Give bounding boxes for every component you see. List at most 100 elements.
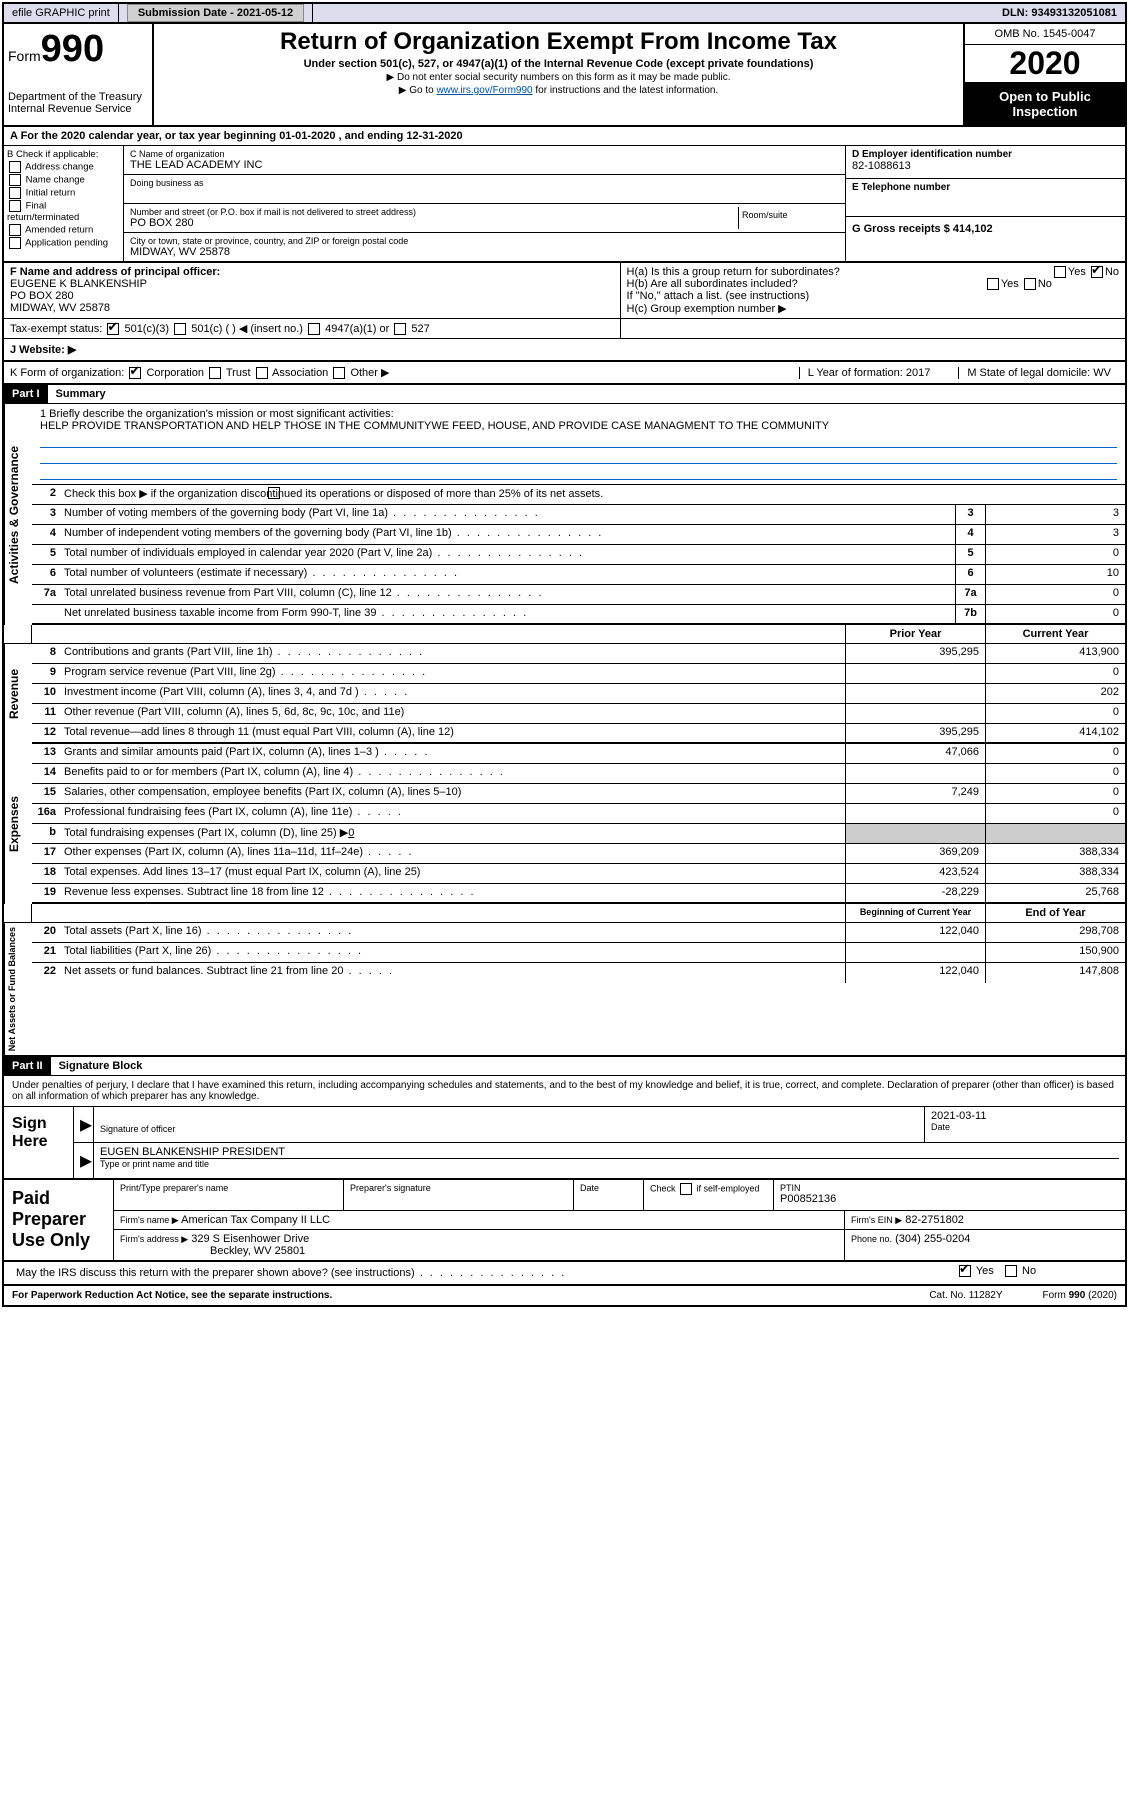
- l2-text: Check this box ▶ if the organization dis…: [64, 488, 603, 500]
- l16ac: 0: [985, 804, 1125, 823]
- omb-number: OMB No. 1545-0047: [965, 24, 1125, 45]
- i-row: Tax-exempt status: 501(c)(3) 501(c) ( ) …: [4, 319, 1125, 339]
- l16a: Professional fundraising fees (Part IX, …: [60, 804, 845, 823]
- l6-text: Total number of volunteers (estimate if …: [60, 565, 955, 584]
- goto-pre: ▶ Go to: [399, 85, 437, 96]
- l17p: 369,209: [845, 844, 985, 863]
- l14p: [845, 764, 985, 783]
- sig-arrow-icon: ▸: [74, 1107, 94, 1142]
- l15c: 0: [985, 784, 1125, 803]
- l7a-val: 0: [985, 585, 1125, 604]
- efile-label: efile GRAPHIC print: [4, 4, 119, 22]
- col-current: Current Year: [985, 625, 1125, 643]
- l8c: 413,900: [985, 644, 1125, 663]
- part2-header: Part II Signature Block: [4, 1057, 1125, 1076]
- l20b: 122,040: [845, 923, 985, 942]
- l13c: 0: [985, 744, 1125, 763]
- ein-lbl: Firm's EIN ▶: [851, 1215, 902, 1225]
- ha-yes[interactable]: [1054, 266, 1066, 278]
- c-name-lbl: C Name of organization: [130, 149, 839, 159]
- chk-trust[interactable]: [209, 367, 221, 379]
- sig-officer-lbl: Signature of officer: [100, 1124, 918, 1134]
- l20e: 298,708: [985, 923, 1125, 942]
- chk-4947[interactable]: [308, 323, 320, 335]
- entity-block: B Check if applicable: Address change Na…: [4, 146, 1125, 263]
- chk-corp[interactable]: [129, 367, 141, 379]
- d-lbl: D Employer identification number: [852, 149, 1119, 160]
- l10p: [845, 684, 985, 703]
- l12p: 395,295: [845, 724, 985, 742]
- expenses-section: Expenses 13Grants and similar amounts pa…: [4, 744, 1125, 904]
- l5-val: 0: [985, 545, 1125, 564]
- irs-label: Internal Revenue Service: [8, 103, 148, 115]
- ha-no[interactable]: [1091, 266, 1103, 278]
- discuss-no[interactable]: [1005, 1265, 1017, 1277]
- l7b-text: Net unrelated business taxable income fr…: [60, 605, 955, 623]
- irs-link[interactable]: www.irs.gov/Form990: [436, 85, 532, 96]
- l11: Other revenue (Part VIII, column (A), li…: [60, 704, 845, 723]
- l17: Other expenses (Part IX, column (A), lin…: [60, 844, 845, 863]
- firm-addr1: 329 S Eisenhower Drive: [191, 1233, 309, 1245]
- l10: Investment income (Part VIII, column (A)…: [60, 684, 845, 703]
- section-f: F Name and address of principal officer:…: [4, 263, 621, 318]
- l-lbl: L Year of formation: 2017: [808, 367, 931, 379]
- e-lbl: E Telephone number: [852, 182, 1119, 193]
- mission-text: HELP PROVIDE TRANSPORTATION AND HELP THO…: [40, 420, 1117, 432]
- signature-block: Under penalties of perjury, I declare th…: [4, 1076, 1125, 1180]
- chk-amended[interactable]: [9, 224, 21, 236]
- chk-self-emp[interactable]: [680, 1183, 692, 1195]
- chk-other[interactable]: [333, 367, 345, 379]
- hb-yes[interactable]: [987, 278, 999, 290]
- submission-date-button[interactable]: Submission Date - 2021-05-12: [127, 4, 304, 22]
- boy-eoy-header: Beginning of Current Year End of Year: [4, 904, 1125, 923]
- l19c: 25,768: [985, 884, 1125, 902]
- chk-501c[interactable]: [174, 323, 186, 335]
- discuss-yes[interactable]: [959, 1265, 971, 1277]
- chk-name[interactable]: [9, 174, 21, 186]
- l3-text: Number of voting members of the governin…: [60, 505, 955, 524]
- col-eoy: End of Year: [985, 904, 1125, 922]
- sig-date-lbl: Date: [931, 1122, 1119, 1132]
- form-990-num: 990: [41, 28, 104, 70]
- chk-assoc[interactable]: [256, 367, 268, 379]
- paid-h2: Preparer's signature: [350, 1183, 567, 1193]
- chk-initial[interactable]: [9, 187, 21, 199]
- goto-note: ▶ Go to www.irs.gov/Form990 for instruct…: [158, 85, 959, 96]
- l16b: Total fundraising expenses (Part IX, col…: [60, 824, 845, 843]
- form-990-page: efile GRAPHIC print Submission Date - 20…: [2, 2, 1127, 1307]
- chk-address[interactable]: [9, 161, 21, 173]
- firm-ein: 82-2751802: [905, 1214, 964, 1226]
- l16ap: [845, 804, 985, 823]
- form-title: Return of Organization Exempt From Incom…: [158, 28, 959, 56]
- chk-501c3[interactable]: [107, 323, 119, 335]
- b-label: B Check if applicable:: [7, 149, 120, 160]
- l6-val: 10: [985, 565, 1125, 584]
- m-val: WV: [1093, 367, 1111, 379]
- l8: Contributions and grants (Part VIII, lin…: [60, 644, 845, 663]
- part1-title: Summary: [48, 385, 114, 403]
- l18p: 423,524: [845, 864, 985, 883]
- sig-arrow-icon2: ▸: [74, 1143, 94, 1178]
- l21b: [845, 943, 985, 962]
- chk-l2[interactable]: [268, 487, 280, 499]
- l19p: -28,229: [845, 884, 985, 902]
- i-lbl: Tax-exempt status:: [10, 323, 102, 335]
- chk-527[interactable]: [394, 323, 406, 335]
- ssn-note: ▶ Do not enter social security numbers o…: [158, 72, 959, 83]
- mission-q: 1 Briefly describe the organization's mi…: [40, 408, 1117, 420]
- paid-preparer-block: Paid Preparer Use Only Print/Type prepar…: [4, 1180, 1125, 1262]
- hc-text: H(c) Group exemption number ▶: [627, 302, 1119, 315]
- sig-name: EUGEN BLANKENSHIP PRESIDENT: [100, 1146, 1119, 1158]
- chk-pending[interactable]: [9, 237, 21, 249]
- chk-final[interactable]: [9, 200, 21, 212]
- l10c: 202: [985, 684, 1125, 703]
- l18c: 388,334: [985, 864, 1125, 883]
- paid-title: Paid Preparer Use Only: [4, 1180, 114, 1260]
- hb-no[interactable]: [1024, 278, 1036, 290]
- l16b-val: 0: [348, 827, 354, 839]
- footer: For Paperwork Reduction Act Notice, see …: [4, 1286, 1125, 1305]
- l22e: 147,808: [985, 963, 1125, 983]
- l16bc: [985, 824, 1125, 843]
- j-row: J Website: ▶: [4, 339, 1125, 362]
- city-lbl: City or town, state or province, country…: [130, 236, 839, 246]
